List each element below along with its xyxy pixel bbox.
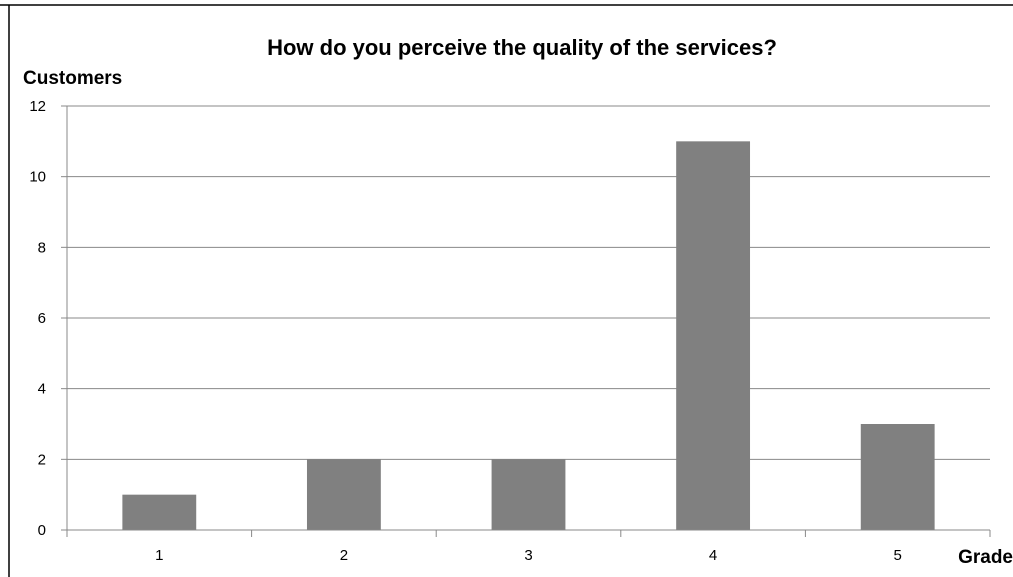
y-axis-title: Customers (23, 68, 122, 89)
y-tick-label: 10 (29, 169, 46, 186)
x-axis-title: Grade (958, 547, 1013, 568)
x-tick-label: 1 (155, 547, 163, 564)
bar-2 (306, 459, 381, 530)
x-tick-label: 2 (340, 547, 348, 564)
y-tick-label: 12 (29, 98, 46, 115)
y-tick-label: 6 (38, 310, 46, 327)
y-tick-label: 2 (38, 451, 46, 468)
gridlines (67, 105, 990, 460)
x-tick-label: 5 (894, 547, 902, 564)
y-tick-label: 0 (38, 522, 46, 539)
x-tick-label: 4 (709, 547, 717, 564)
bars (122, 141, 935, 531)
bar-1 (122, 494, 197, 530)
x-tick-label: 3 (524, 547, 532, 564)
bar-5 (860, 424, 935, 530)
axes (61, 105, 991, 537)
chart-title: How do you perceive the quality of the s… (267, 35, 777, 60)
y-tick-label: 4 (38, 381, 46, 398)
bar-4 (676, 141, 751, 531)
bar-3 (491, 459, 566, 530)
y-tick-label: 8 (38, 239, 46, 256)
